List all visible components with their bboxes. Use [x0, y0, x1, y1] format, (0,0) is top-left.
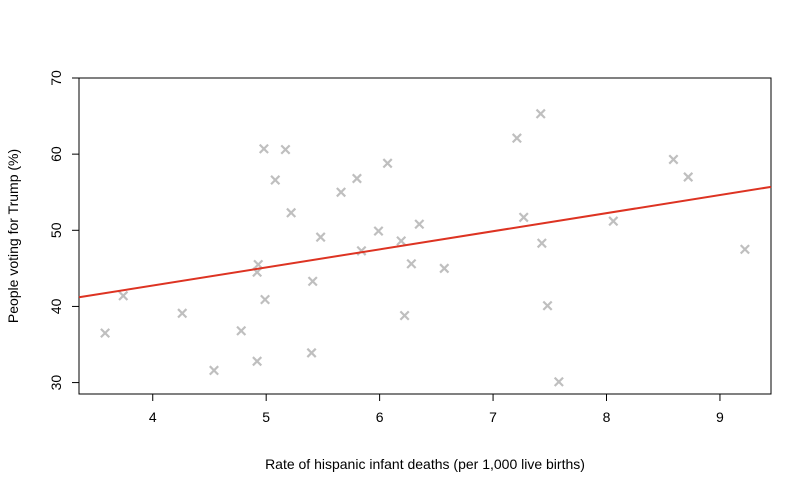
- data-point: [315, 232, 326, 243]
- data-point: [536, 238, 547, 249]
- data-point: [511, 133, 522, 144]
- data-point: [260, 294, 271, 305]
- y-tick-label: 50: [48, 222, 64, 238]
- data-point: [518, 212, 529, 223]
- x-tick-label: 6: [376, 409, 384, 425]
- data-point: [668, 154, 679, 165]
- data-point: [252, 356, 263, 367]
- x-tick-label: 8: [603, 409, 611, 425]
- data-point: [177, 308, 188, 319]
- data-point: [270, 175, 281, 186]
- data-points: [100, 108, 750, 387]
- x-tick-label: 9: [716, 409, 724, 425]
- x-axis-label: Rate of hispanic infant deaths (per 1,00…: [265, 456, 585, 472]
- y-tick-label: 30: [48, 375, 64, 391]
- data-point: [286, 207, 297, 218]
- plot-frame: [78, 77, 772, 395]
- data-point: [382, 158, 393, 169]
- data-point: [396, 235, 407, 246]
- data-point: [306, 347, 317, 358]
- data-point: [258, 143, 269, 154]
- data-point: [209, 365, 219, 376]
- data-point: [535, 108, 546, 119]
- y-axis: 30 40 50 60 70: [48, 70, 79, 390]
- data-point: [608, 216, 619, 227]
- data-point: [739, 244, 750, 255]
- data-point: [351, 173, 362, 184]
- data-point: [280, 144, 291, 155]
- data-point: [373, 226, 384, 237]
- y-tick-label: 60: [48, 146, 64, 162]
- x-tick-label: 5: [262, 409, 270, 425]
- trend-line: [78, 185, 772, 299]
- x-tick-label: 4: [149, 409, 157, 425]
- data-point: [399, 310, 410, 321]
- data-point: [439, 263, 450, 274]
- y-tick-label: 40: [48, 298, 64, 314]
- data-point: [414, 219, 425, 230]
- x-axis: 4 5 6 7 8 9: [149, 394, 724, 425]
- data-point: [100, 328, 111, 339]
- x-tick-label: 7: [489, 409, 497, 425]
- data-point: [406, 258, 417, 269]
- y-axis-label: People voting for Trump (%): [5, 149, 21, 323]
- data-point: [683, 172, 694, 182]
- y-tick-label: 70: [48, 70, 64, 86]
- data-point: [307, 276, 318, 287]
- data-point: [542, 300, 553, 311]
- data-point: [336, 187, 347, 198]
- data-point: [553, 376, 564, 387]
- data-point: [236, 325, 247, 336]
- data-point: [118, 290, 129, 301]
